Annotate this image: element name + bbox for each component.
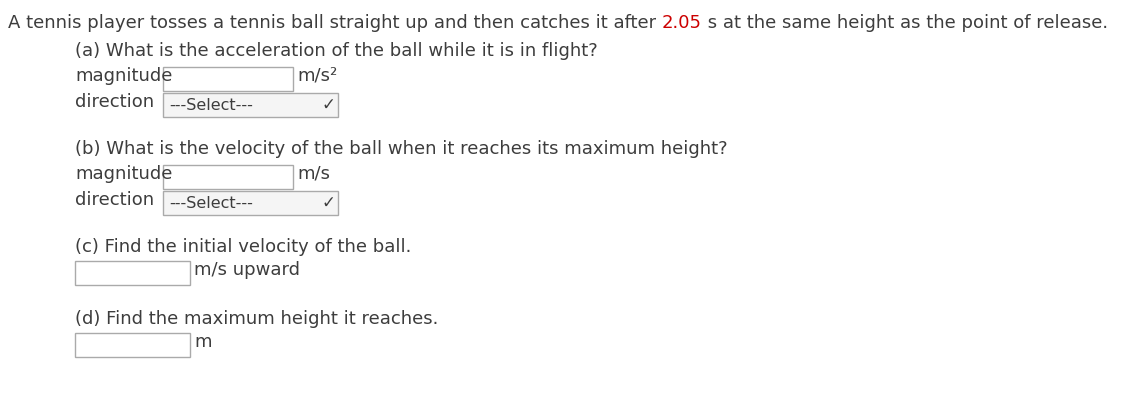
Text: m/s²: m/s² — [297, 67, 338, 85]
FancyBboxPatch shape — [75, 333, 190, 357]
Text: (c) Find the initial velocity of the ball.: (c) Find the initial velocity of the bal… — [75, 238, 411, 256]
Text: direction: direction — [75, 191, 154, 209]
Text: (d) Find the maximum height it reaches.: (d) Find the maximum height it reaches. — [75, 310, 438, 328]
Text: magnitude: magnitude — [75, 67, 172, 85]
FancyBboxPatch shape — [163, 93, 338, 117]
Text: A tennis player tosses a tennis ball straight up and then catches it after: A tennis player tosses a tennis ball str… — [8, 14, 662, 32]
Text: direction: direction — [75, 93, 154, 111]
Text: magnitude: magnitude — [75, 165, 172, 183]
Text: m/s: m/s — [297, 165, 330, 183]
Text: (a) What is the acceleration of the ball while it is in flight?: (a) What is the acceleration of the ball… — [75, 42, 598, 60]
Text: m/s upward: m/s upward — [194, 261, 300, 279]
Text: ---Select---: ---Select--- — [169, 196, 253, 211]
Text: m: m — [194, 333, 212, 351]
Text: s at the same height as the point of release.: s at the same height as the point of rel… — [701, 14, 1108, 32]
FancyBboxPatch shape — [163, 191, 338, 215]
Text: (b) What is the velocity of the ball when it reaches its maximum height?: (b) What is the velocity of the ball whe… — [75, 140, 727, 158]
FancyBboxPatch shape — [75, 261, 190, 285]
FancyBboxPatch shape — [163, 165, 293, 189]
Text: 2.05: 2.05 — [662, 14, 701, 32]
Text: ---Select---: ---Select--- — [169, 98, 253, 113]
Text: ✓: ✓ — [322, 96, 336, 114]
Text: ✓: ✓ — [322, 194, 336, 212]
FancyBboxPatch shape — [163, 67, 293, 91]
